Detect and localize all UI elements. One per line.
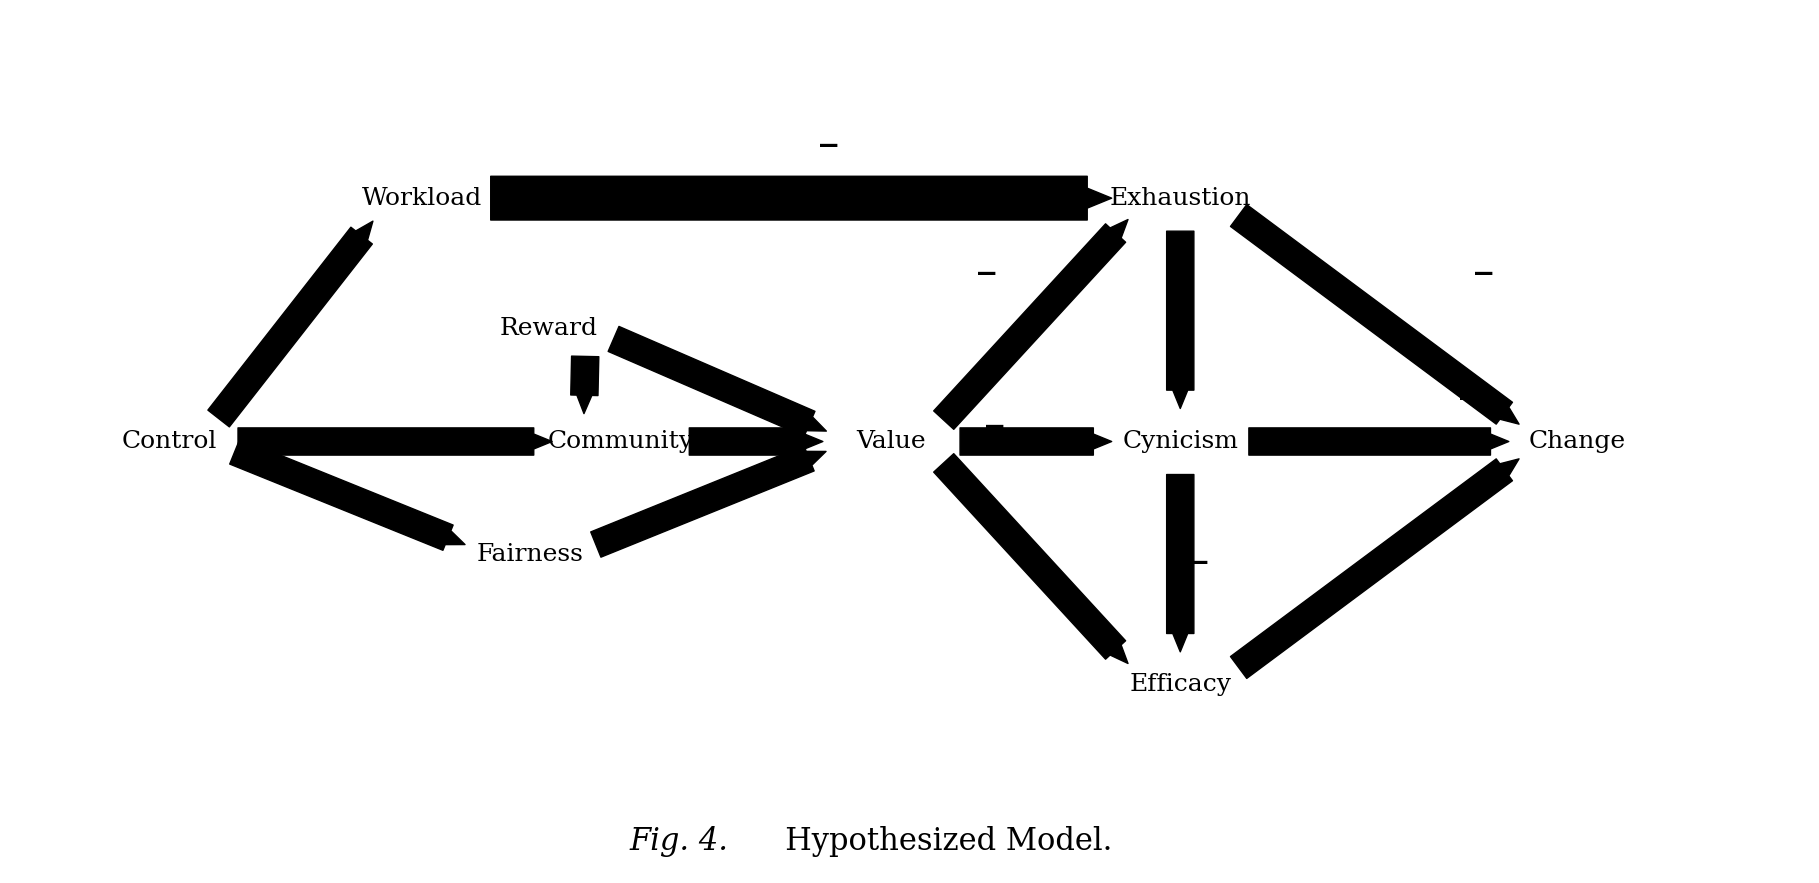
Text: Exhaustion: Exhaustion — [1110, 186, 1251, 209]
Text: Value: Value — [857, 430, 926, 453]
Text: −: − — [1186, 550, 1210, 577]
Text: Workload: Workload — [362, 186, 482, 209]
Text: −: − — [1472, 261, 1495, 288]
Text: −: − — [817, 132, 840, 160]
Text: −: − — [975, 261, 999, 288]
Text: −: − — [1457, 386, 1481, 413]
Text: Control: Control — [122, 430, 216, 453]
Text: Reward: Reward — [500, 317, 597, 340]
Text: Fig. 4.: Fig. 4. — [629, 826, 729, 857]
Text: Hypothesized Model.: Hypothesized Model. — [757, 826, 1113, 857]
Text: −: − — [982, 414, 1006, 442]
Text: Cynicism: Cynicism — [1122, 430, 1239, 453]
Text: Efficacy: Efficacy — [1130, 674, 1231, 697]
Text: Fairness: Fairness — [477, 543, 584, 566]
Text: Community: Community — [548, 430, 693, 453]
Text: Change: Change — [1528, 430, 1626, 453]
